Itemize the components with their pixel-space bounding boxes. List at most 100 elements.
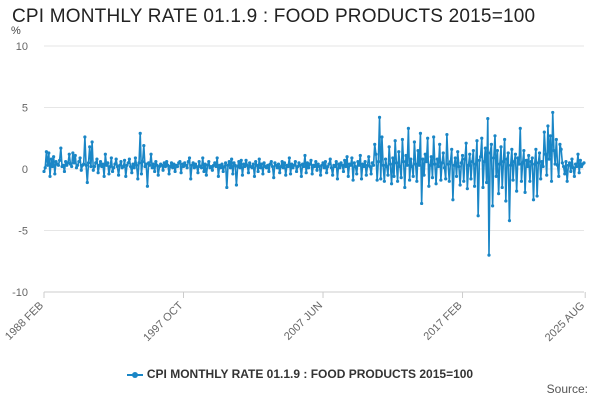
data-point bbox=[70, 164, 74, 169]
data-point bbox=[199, 166, 204, 170]
data-point bbox=[328, 157, 332, 161]
data-point bbox=[275, 166, 279, 170]
data-point bbox=[166, 163, 170, 167]
data-point bbox=[446, 162, 450, 166]
data-point bbox=[440, 161, 444, 165]
data-point bbox=[135, 163, 139, 167]
data-point bbox=[447, 179, 451, 183]
data-point bbox=[567, 161, 572, 165]
data-point bbox=[67, 152, 71, 156]
data-point bbox=[517, 162, 521, 166]
data-point bbox=[383, 157, 388, 161]
data-point bbox=[385, 164, 389, 169]
data-point bbox=[462, 179, 466, 183]
data-point bbox=[192, 166, 196, 170]
data-point bbox=[151, 162, 156, 166]
data-point bbox=[203, 162, 207, 166]
data-point bbox=[470, 160, 474, 164]
data-point bbox=[344, 164, 348, 169]
data-point bbox=[494, 174, 498, 178]
data-point bbox=[109, 156, 113, 160]
data-point bbox=[284, 173, 288, 177]
data-point bbox=[89, 164, 93, 169]
data-point bbox=[215, 156, 219, 160]
data-point bbox=[410, 164, 414, 169]
data-point bbox=[416, 148, 420, 153]
data-point bbox=[341, 169, 346, 174]
data-point bbox=[52, 155, 56, 159]
data-point bbox=[381, 163, 385, 167]
y-axis-unit: % bbox=[11, 25, 21, 37]
data-point bbox=[480, 136, 484, 140]
data-point bbox=[196, 171, 200, 175]
data-point bbox=[393, 139, 397, 143]
data-point bbox=[478, 155, 483, 159]
data-point bbox=[541, 164, 545, 169]
data-point bbox=[175, 164, 180, 169]
data-point bbox=[207, 160, 211, 164]
series-cpi-food-products bbox=[42, 110, 586, 257]
data-point bbox=[221, 169, 225, 174]
data-point bbox=[291, 166, 295, 170]
data-point bbox=[511, 178, 515, 182]
data-point bbox=[112, 166, 116, 170]
data-point bbox=[564, 160, 568, 164]
data-point bbox=[540, 160, 544, 164]
data-point bbox=[220, 162, 224, 166]
data-point bbox=[195, 164, 199, 169]
data-point bbox=[438, 142, 442, 146]
data-point bbox=[392, 174, 396, 178]
data-point bbox=[320, 163, 324, 167]
data-point bbox=[193, 162, 198, 166]
data-point bbox=[476, 214, 480, 218]
data-point bbox=[405, 163, 409, 167]
data-point bbox=[555, 163, 560, 167]
data-point bbox=[429, 155, 433, 159]
data-point bbox=[577, 171, 581, 175]
data-point bbox=[422, 173, 426, 177]
data-point bbox=[411, 174, 415, 178]
data-point bbox=[169, 161, 174, 165]
data-point bbox=[505, 157, 509, 161]
data-point bbox=[252, 174, 257, 178]
data-point bbox=[351, 178, 355, 182]
data-point bbox=[489, 142, 493, 146]
data-point bbox=[363, 160, 367, 164]
data-point bbox=[444, 177, 448, 181]
x-tick-label: 2017 FEB bbox=[422, 300, 465, 343]
data-point bbox=[294, 169, 299, 174]
data-point bbox=[98, 160, 103, 164]
data-point bbox=[423, 152, 427, 156]
data-point bbox=[258, 166, 263, 170]
data-point bbox=[197, 160, 201, 164]
x-tick-label: 1988 FEB bbox=[3, 300, 46, 343]
data-point bbox=[353, 164, 358, 169]
data-point bbox=[355, 172, 359, 176]
data-point bbox=[104, 163, 109, 167]
data-point bbox=[358, 153, 362, 158]
data-point bbox=[576, 152, 580, 156]
data-point bbox=[406, 126, 411, 131]
data-point bbox=[237, 160, 241, 164]
data-point bbox=[527, 153, 531, 158]
data-point bbox=[108, 164, 112, 169]
data-point bbox=[225, 185, 229, 190]
data-point bbox=[205, 163, 210, 167]
y-tick-label: 0 bbox=[22, 164, 28, 176]
chart-title: CPI MONTHLY RATE 01.1.9 : FOOD PRODUCTS … bbox=[12, 6, 536, 27]
data-point bbox=[536, 161, 540, 165]
data-point bbox=[549, 179, 554, 183]
data-point bbox=[379, 177, 383, 181]
data-point bbox=[236, 164, 240, 169]
data-point bbox=[144, 162, 148, 166]
data-point bbox=[408, 178, 412, 182]
data-point bbox=[487, 253, 491, 257]
data-point bbox=[481, 185, 485, 190]
data-point bbox=[436, 164, 441, 169]
data-point bbox=[460, 153, 465, 158]
data-point bbox=[376, 160, 380, 164]
data-point bbox=[157, 164, 162, 169]
data-point bbox=[350, 156, 354, 160]
data-point bbox=[240, 173, 245, 177]
data-point bbox=[297, 161, 301, 165]
